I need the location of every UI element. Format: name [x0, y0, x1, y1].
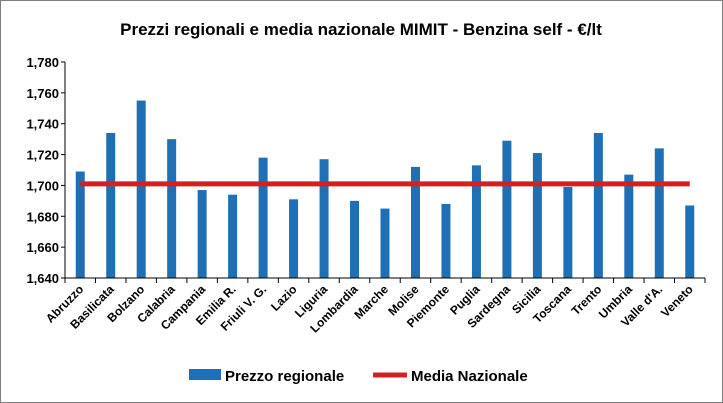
y-tick-label: 1,700	[26, 178, 59, 193]
axes	[61, 61, 706, 283]
bar	[197, 190, 207, 278]
bar	[532, 153, 542, 278]
y-tick-label: 1,660	[26, 240, 59, 255]
x-tick-label: Marche	[352, 282, 392, 322]
legend-label-bar: Prezzo regionale	[225, 368, 344, 385]
x-tick-label: Veneto	[658, 282, 696, 320]
bar	[75, 171, 85, 278]
bar	[106, 132, 116, 278]
y-tick-label: 1,780	[26, 55, 59, 70]
bar	[502, 140, 512, 278]
x-axis-ticks: AbruzzoBasilicataBolzanoCalabriaCampania…	[43, 282, 696, 336]
y-tick-label: 1,740	[26, 117, 59, 132]
bar	[167, 139, 177, 278]
bar	[319, 159, 329, 278]
y-axis-ticks: 1,780 1,760 1,740 1,720 1,700 1,680 1,660 1,640	[26, 55, 59, 286]
bar	[136, 100, 146, 278]
chart-title: Prezzi regionali e media nazionale MIMIT…	[120, 20, 602, 39]
legend-label-line: Media Nazionale	[411, 368, 528, 385]
bar	[563, 186, 573, 278]
bar	[350, 200, 360, 278]
y-tick-label: 1,680	[26, 209, 59, 224]
y-tick-label: 1,640	[26, 271, 59, 286]
bar	[624, 174, 634, 278]
y-tick-label: 1,760	[26, 86, 59, 101]
bar	[471, 165, 481, 278]
bar	[380, 208, 390, 278]
bar-series	[75, 100, 695, 278]
bar	[410, 166, 420, 278]
bar	[289, 199, 299, 278]
bar	[685, 205, 695, 278]
bar	[441, 203, 451, 278]
y-tick-label: 1,720	[26, 148, 59, 163]
bar	[228, 194, 238, 278]
legend: Prezzo regionale Media Nazionale	[189, 368, 528, 385]
bar	[654, 148, 664, 278]
bar	[258, 157, 268, 278]
legend-swatch-bar	[189, 369, 221, 380]
bar	[593, 132, 603, 278]
